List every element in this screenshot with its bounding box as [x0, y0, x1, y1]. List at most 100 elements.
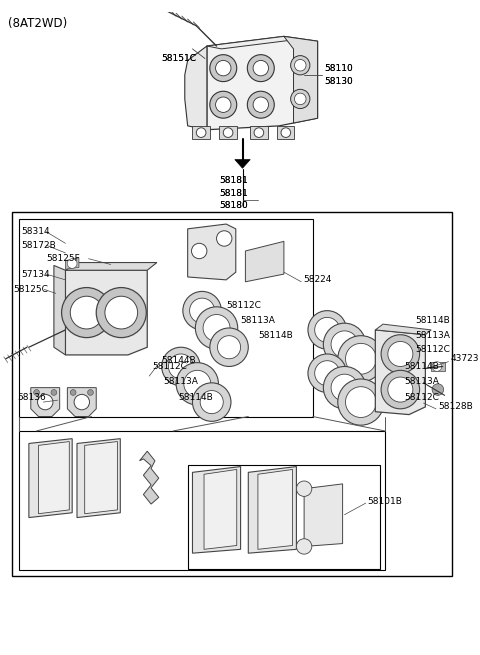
Circle shape [216, 97, 231, 113]
Circle shape [331, 374, 358, 401]
Circle shape [338, 335, 384, 382]
Circle shape [162, 347, 200, 386]
Circle shape [70, 296, 103, 329]
Text: 58112C: 58112C [152, 362, 187, 371]
Circle shape [183, 291, 221, 330]
Circle shape [247, 54, 274, 82]
Circle shape [37, 394, 53, 410]
Circle shape [290, 56, 310, 75]
Circle shape [74, 394, 89, 410]
Circle shape [105, 296, 138, 329]
Circle shape [346, 386, 376, 417]
Text: 58181: 58181 [219, 189, 248, 198]
Text: 58130: 58130 [324, 77, 353, 86]
Text: 58114B: 58114B [404, 362, 439, 371]
Polygon shape [304, 484, 343, 546]
Circle shape [381, 335, 420, 373]
Circle shape [210, 54, 237, 82]
Circle shape [388, 377, 413, 402]
Polygon shape [248, 466, 297, 553]
Polygon shape [77, 439, 120, 517]
Circle shape [200, 390, 223, 414]
Text: 58181: 58181 [219, 176, 248, 185]
Polygon shape [375, 324, 431, 335]
Polygon shape [29, 439, 72, 517]
Circle shape [381, 370, 420, 409]
Polygon shape [277, 126, 295, 140]
Polygon shape [219, 126, 237, 140]
Circle shape [216, 231, 232, 246]
Text: 58125C: 58125C [13, 285, 48, 294]
Circle shape [253, 97, 268, 113]
Polygon shape [54, 265, 65, 355]
Text: 58136: 58136 [17, 393, 46, 402]
Circle shape [70, 390, 76, 396]
Polygon shape [245, 241, 284, 282]
Text: 58113A: 58113A [404, 377, 439, 386]
Circle shape [216, 60, 231, 76]
Circle shape [67, 259, 77, 269]
Bar [12, 212, 452, 576]
Circle shape [96, 288, 146, 337]
Circle shape [295, 93, 306, 105]
Circle shape [168, 354, 193, 379]
Text: 58180: 58180 [219, 201, 248, 210]
Text: 58314: 58314 [21, 227, 50, 236]
Circle shape [190, 298, 215, 323]
Polygon shape [67, 388, 96, 417]
Circle shape [324, 323, 366, 365]
Polygon shape [258, 470, 293, 550]
Bar [19, 431, 385, 571]
Circle shape [388, 341, 413, 367]
Text: 58114B: 58114B [258, 331, 293, 340]
Circle shape [61, 288, 112, 337]
Bar [188, 464, 380, 569]
Circle shape [432, 384, 444, 396]
Circle shape [210, 91, 237, 118]
Circle shape [203, 314, 230, 341]
Polygon shape [207, 37, 299, 49]
Circle shape [184, 370, 211, 398]
Circle shape [331, 331, 358, 358]
Bar [19, 219, 313, 417]
Text: 58181: 58181 [219, 176, 248, 185]
Text: 58114B: 58114B [416, 316, 451, 325]
Polygon shape [207, 37, 318, 130]
Circle shape [247, 91, 274, 118]
Polygon shape [65, 257, 79, 269]
Text: 43723: 43723 [450, 354, 479, 364]
Text: 58113A: 58113A [240, 316, 276, 325]
Polygon shape [250, 126, 267, 140]
Text: 58144B: 58144B [162, 356, 196, 365]
Text: 58172B: 58172B [21, 241, 56, 250]
Circle shape [324, 367, 366, 409]
Text: 58128B: 58128B [438, 402, 473, 411]
Circle shape [223, 128, 233, 138]
Circle shape [210, 328, 248, 367]
Circle shape [290, 89, 310, 109]
Text: 58180: 58180 [219, 201, 248, 210]
Polygon shape [31, 388, 60, 417]
Circle shape [176, 363, 218, 405]
Circle shape [338, 379, 384, 425]
Circle shape [308, 310, 347, 349]
Text: (8AT2WD): (8AT2WD) [8, 18, 67, 30]
Circle shape [51, 390, 57, 396]
Circle shape [34, 390, 39, 396]
Circle shape [315, 361, 340, 386]
Polygon shape [84, 441, 118, 514]
Polygon shape [65, 263, 157, 271]
Polygon shape [188, 224, 236, 280]
Circle shape [192, 243, 207, 259]
Polygon shape [192, 466, 240, 553]
Text: 58224: 58224 [303, 275, 332, 284]
Circle shape [281, 128, 290, 138]
Circle shape [217, 335, 240, 359]
Polygon shape [65, 271, 147, 355]
Circle shape [254, 128, 264, 138]
Circle shape [315, 318, 340, 343]
Text: 58181: 58181 [219, 189, 248, 198]
Polygon shape [204, 470, 237, 550]
Polygon shape [192, 126, 210, 140]
Polygon shape [38, 441, 69, 514]
